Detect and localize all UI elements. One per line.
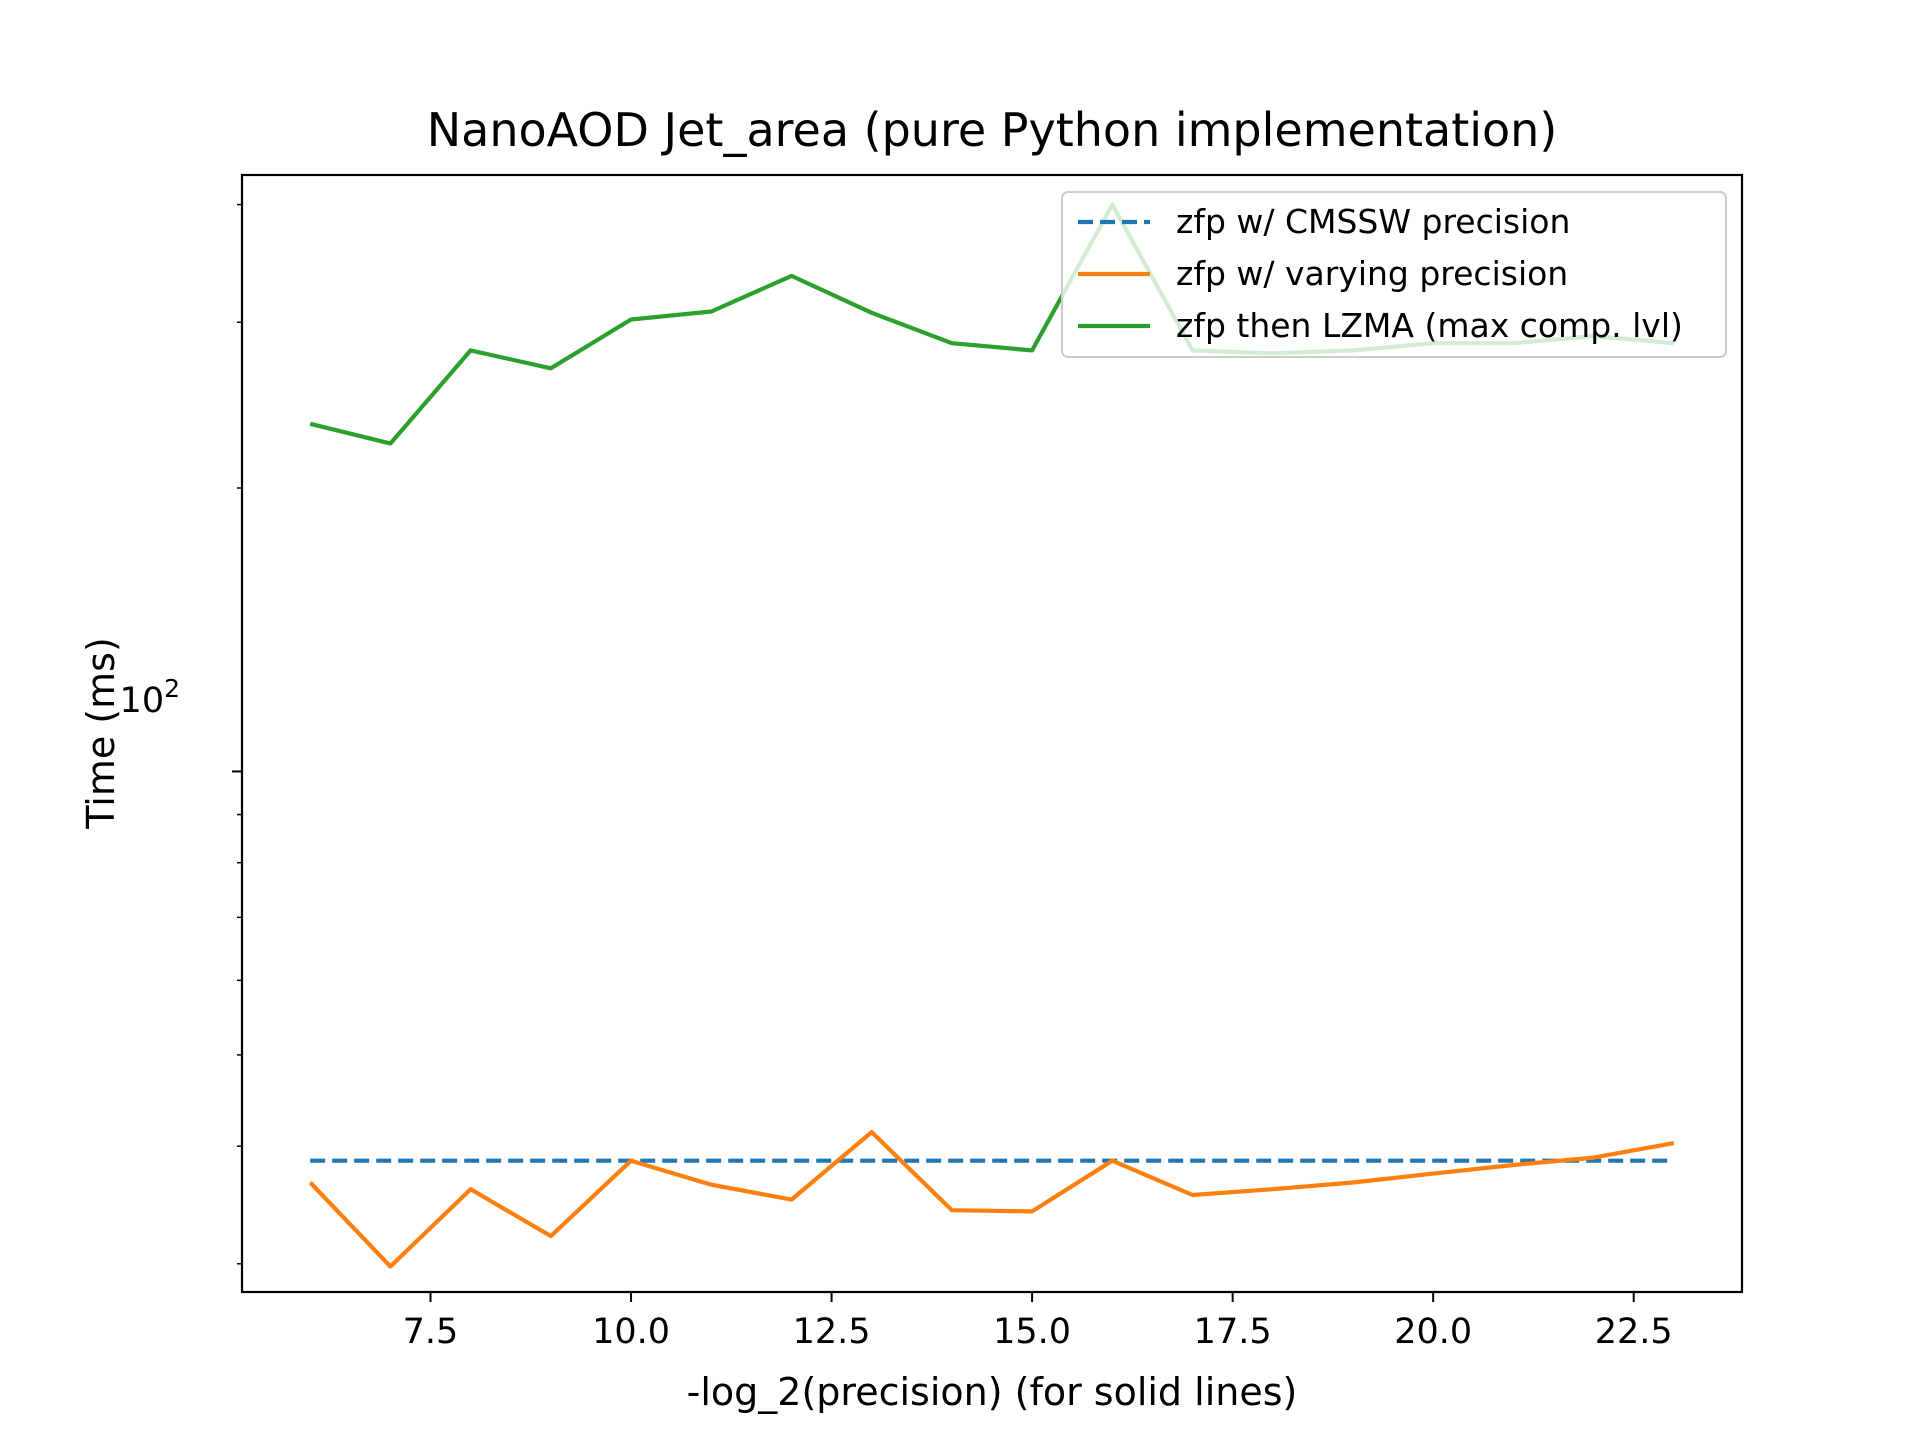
x-tick-label: 10.0 xyxy=(592,1312,670,1352)
y-tick-exponent: 2 xyxy=(164,674,180,703)
x-tick-label: 12.5 xyxy=(793,1312,871,1352)
x-tick-label: 7.5 xyxy=(403,1312,459,1352)
x-tick-label: 20.0 xyxy=(1394,1312,1472,1352)
series-line-2 xyxy=(308,1129,1675,1269)
plot-frame xyxy=(240,173,1744,1294)
legend-label-1: zfp w/ CMSSW precision xyxy=(1176,202,1570,241)
x-tick-label: 22.5 xyxy=(1595,1312,1673,1352)
x-axis-label: -log_2(precision) (for solid lines) xyxy=(687,1370,1298,1414)
y-tick-base: 10 xyxy=(120,681,165,721)
x-axis: 7.5 10.0 12.5 15.0 17.5 20.0 22.5 xyxy=(403,1292,1673,1352)
chart-title: NanoAOD Jet_area (pure Python implementa… xyxy=(427,103,1558,157)
x-tick-label: 15.0 xyxy=(993,1312,1071,1352)
x-tick-label: 17.5 xyxy=(1194,1312,1272,1352)
y-axis-label: Time (ms) xyxy=(79,637,123,830)
y-tick-label: 102 xyxy=(120,674,180,721)
legend-label-3: zfp then LZMA (max comp. lvl) xyxy=(1176,306,1683,345)
legend-label-2: zfp w/ varying precision xyxy=(1176,254,1568,293)
y-axis: 102 xyxy=(120,203,242,1265)
legend: zfp w/ CMSSW precision zfp w/ varying pre… xyxy=(1061,191,1727,358)
legend-box xyxy=(1061,191,1727,358)
